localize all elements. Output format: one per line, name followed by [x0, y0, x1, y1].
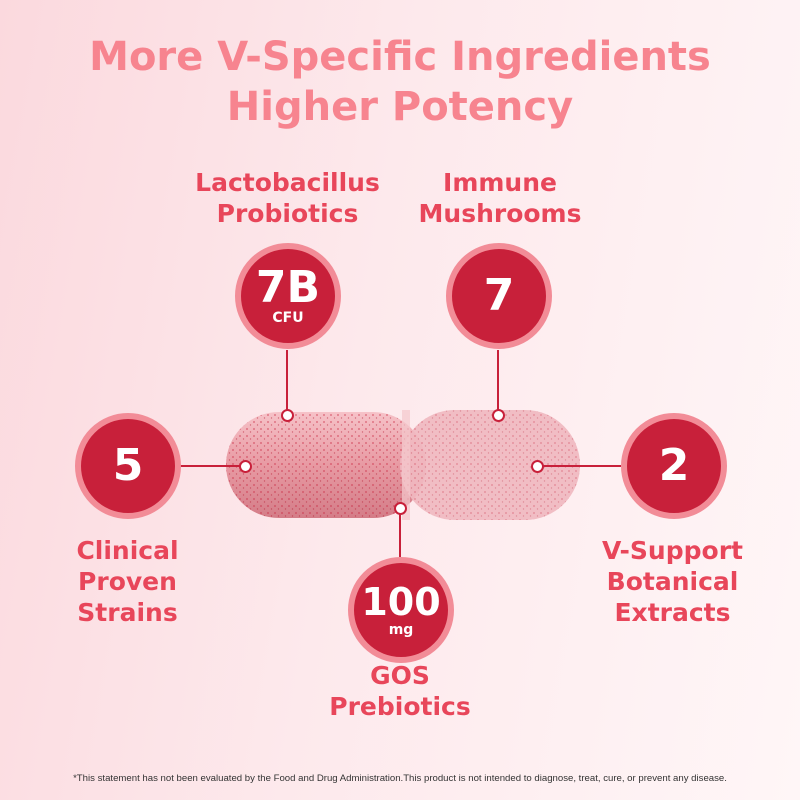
- headline-line-1: More V-Specific Ingredients: [89, 34, 711, 80]
- badge-value: 100: [361, 580, 441, 624]
- badge-2: 2: [621, 413, 727, 519]
- connector-2: [541, 465, 621, 467]
- badge-value: 5: [112, 440, 144, 491]
- badge-value: 2: [658, 440, 690, 491]
- label-clinical: Clinical Proven Strains: [45, 535, 210, 628]
- label-line: GOS: [370, 661, 430, 690]
- headline: More V-Specific Ingredients Higher Poten…: [0, 32, 800, 132]
- label-line: Immune: [443, 168, 557, 197]
- label-line: Clinical: [76, 536, 179, 565]
- badge-value: 7: [483, 270, 515, 321]
- connector-dot-5: [239, 460, 252, 473]
- label-line: Mushrooms: [418, 199, 582, 228]
- badge-5: 5: [75, 413, 181, 519]
- badge-100mg: 100 mg: [348, 557, 454, 663]
- badge-value: 7B: [255, 262, 321, 313]
- badge-unit: CFU: [272, 310, 304, 326]
- connector-dot-7b: [281, 409, 294, 422]
- label-mushrooms: Immune Mushrooms: [400, 167, 600, 229]
- headline-line-2: Higher Potency: [226, 84, 574, 130]
- connector-7b: [286, 350, 288, 412]
- label-line: Extracts: [614, 598, 731, 627]
- label-gos: GOS Prebiotics: [300, 660, 500, 722]
- label-line: Proven: [78, 567, 177, 596]
- connector-dot-2: [531, 460, 544, 473]
- label-line: Lactobacillus: [195, 168, 380, 197]
- badge-7: 7: [446, 243, 552, 349]
- label-line: Botanical: [606, 567, 739, 596]
- connector-7: [497, 350, 499, 412]
- connector-100: [399, 510, 401, 557]
- label-line: Prebiotics: [329, 692, 471, 721]
- label-botanical: V-Support Botanical Extracts: [570, 535, 775, 628]
- connector-5: [180, 465, 243, 467]
- connector-dot-100: [394, 502, 407, 515]
- label-lactobacillus: Lactobacillus Probiotics: [170, 167, 405, 229]
- label-line: Strains: [77, 598, 178, 627]
- connector-dot-7: [492, 409, 505, 422]
- badge-unit: mg: [388, 622, 414, 638]
- label-line: V-Support: [602, 536, 743, 565]
- label-line: Probiotics: [216, 199, 359, 228]
- badge-7b-cfu: 7B CFU: [235, 243, 341, 349]
- fda-disclaimer: *This statement has not been evaluated b…: [73, 773, 727, 784]
